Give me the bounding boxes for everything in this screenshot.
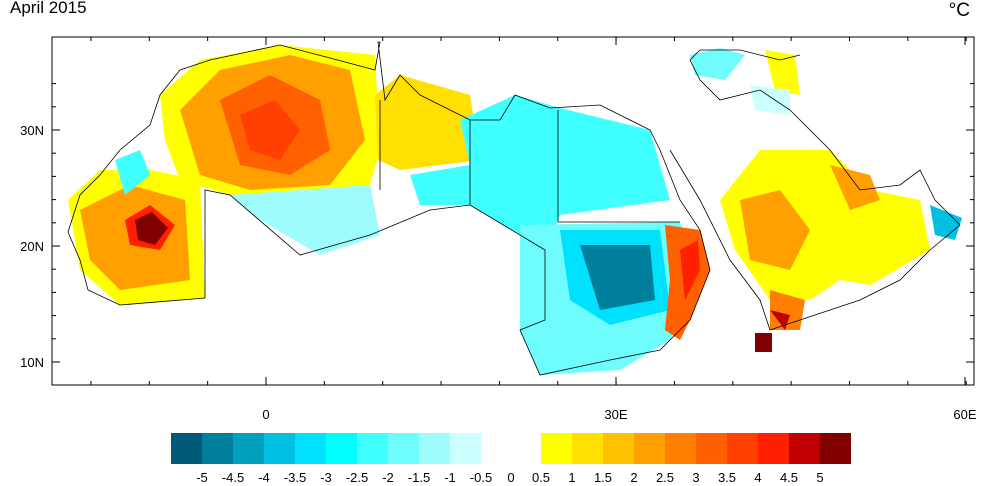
colorbar-swatch — [758, 433, 789, 464]
x-tick-label: 60E — [953, 407, 976, 422]
anomaly-field — [68, 45, 962, 375]
colorbar-swatch — [171, 433, 202, 464]
colorbar-swatch — [233, 433, 264, 464]
anomaly-region — [135, 212, 168, 245]
anomaly-region — [765, 50, 800, 95]
anomaly-region — [240, 100, 300, 160]
anomaly-region — [740, 190, 810, 270]
y-tick-label: 20N — [20, 239, 44, 254]
colorbar-label: 4 — [754, 470, 761, 485]
coastlines — [67, 41, 961, 376]
colorbar-label: -3.5 — [284, 470, 306, 485]
colorbar-label: 5 — [816, 470, 823, 485]
colorbar-swatch — [202, 433, 233, 464]
colorbar-swatch — [696, 433, 727, 464]
colorbar-swatch — [450, 433, 481, 464]
colorbar-swatch — [634, 433, 665, 464]
colorbar-label: 0 — [507, 470, 514, 485]
colorbar-label: 0.5 — [532, 470, 550, 485]
map-frame — [51, 36, 975, 386]
colorbar-label: -1 — [444, 470, 456, 485]
anomaly-region — [115, 150, 150, 195]
colorbar-label: 3 — [692, 470, 699, 485]
colorbar-label: 2.5 — [656, 470, 674, 485]
colorbar-label: -4 — [258, 470, 270, 485]
colorbar-swatch — [572, 433, 603, 464]
anomaly-region — [580, 245, 655, 310]
colorbar-label: -2 — [382, 470, 394, 485]
anomaly-region — [755, 333, 772, 352]
units-label: °C — [948, 0, 970, 21]
colorbar-swatch — [295, 433, 326, 464]
anomaly-region — [375, 75, 480, 170]
colorbar-swatch — [820, 433, 851, 464]
colorbar-label: -0.5 — [470, 470, 492, 485]
colorbar-label: 1.5 — [594, 470, 612, 485]
anomaly-region — [690, 48, 745, 80]
colorbar-label: 1 — [568, 470, 575, 485]
colorbar-label: 2 — [630, 470, 637, 485]
anomaly-region — [930, 205, 962, 240]
y-tick-label: 30N — [20, 123, 44, 138]
y-tick-label: 10N — [20, 355, 44, 370]
map-title: April 2015 — [10, 0, 87, 17]
anomaly-region — [750, 85, 790, 115]
colorbar-label: 3.5 — [718, 470, 736, 485]
x-tick-label: 0 — [262, 407, 269, 422]
colorbar-swatch — [419, 433, 450, 464]
colorbar-label: -5 — [196, 470, 208, 485]
colorbar-swatch — [357, 433, 388, 464]
colorbar-swatch — [264, 433, 295, 464]
colorbar-swatch — [665, 433, 696, 464]
anomaly-region — [230, 185, 380, 255]
colorbar-swatch — [541, 433, 572, 464]
colorbar-label: -2.5 — [346, 470, 368, 485]
colorbar-label: -3 — [320, 470, 332, 485]
colorbar-label: -4.5 — [222, 470, 244, 485]
colorbar: -5 -4.5 -4 -3.5 -3 -2.5 -2 -1.5 -1 -0.5 0 0.5 1 1.5 2 2… — [171, 433, 851, 485]
colorbar-swatch — [388, 433, 419, 464]
colorbar-swatch — [326, 433, 357, 464]
colorbar-swatch — [727, 433, 758, 464]
colorbar-label: 4.5 — [780, 470, 798, 485]
colorbar-label: -1.5 — [408, 470, 430, 485]
colorbar-swatch — [789, 433, 820, 464]
anomaly-region — [830, 165, 880, 210]
anomaly-region — [410, 95, 670, 250]
colorbar-swatch — [603, 433, 634, 464]
x-tick-label: 30E — [604, 407, 627, 422]
anomaly-region — [680, 240, 700, 300]
